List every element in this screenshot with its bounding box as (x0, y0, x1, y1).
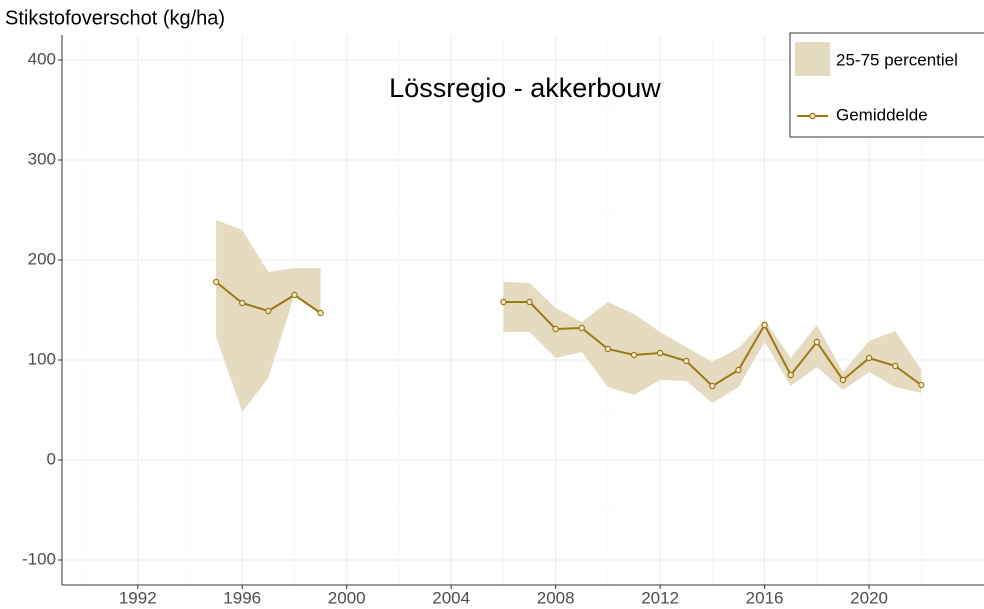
percentile-band (216, 220, 321, 412)
y-tick-label: 100 (28, 349, 56, 368)
mean-point (839, 376, 847, 384)
mean-point (526, 298, 533, 306)
legend-label: Gemiddelde (836, 105, 928, 124)
y-tick-label: 200 (28, 249, 56, 268)
mean-point (683, 357, 690, 365)
x-tick-label: 2016 (746, 588, 784, 607)
y-tick-label: 0 (47, 449, 56, 468)
y-tick-label: 300 (28, 149, 56, 168)
mean-point (761, 321, 768, 329)
y-tick-label: -100 (22, 549, 56, 568)
mean-point (212, 278, 220, 286)
mean-point (265, 307, 272, 315)
mean-point (735, 366, 742, 374)
x-tick-label: 1992 (119, 588, 157, 607)
y-tick-label: 400 (28, 49, 56, 68)
legend-point (809, 112, 816, 120)
x-tick-label: 2012 (641, 588, 679, 607)
mean-point (865, 354, 873, 362)
x-tick-label: 2000 (328, 588, 366, 607)
mean-point (317, 309, 324, 317)
mean-point (787, 371, 794, 379)
mean-point (291, 291, 298, 299)
mean-point (578, 324, 585, 332)
y-axis-label: Stikstofoverschot (kg/ha) (5, 7, 225, 29)
mean-point (604, 345, 612, 353)
legend-label: 25-75 percentiel (836, 50, 958, 69)
chart-title: Lössregio - akkerbouw (389, 73, 661, 103)
x-tick-label: 2008 (537, 588, 575, 607)
mean-point (918, 381, 925, 389)
mean-point (552, 325, 559, 333)
x-tick-label: 2020 (850, 588, 888, 607)
legend-swatch (795, 42, 830, 76)
x-tick-label: 2004 (432, 588, 470, 607)
mean-point (709, 382, 716, 390)
mean-point (891, 362, 899, 370)
mean-point (239, 299, 246, 307)
mean-point (630, 351, 638, 359)
mean-point (656, 349, 664, 357)
mean-point (500, 298, 507, 306)
mean-point (813, 338, 821, 346)
x-tick-label: 1996 (223, 588, 261, 607)
percentile-band (503, 282, 922, 403)
